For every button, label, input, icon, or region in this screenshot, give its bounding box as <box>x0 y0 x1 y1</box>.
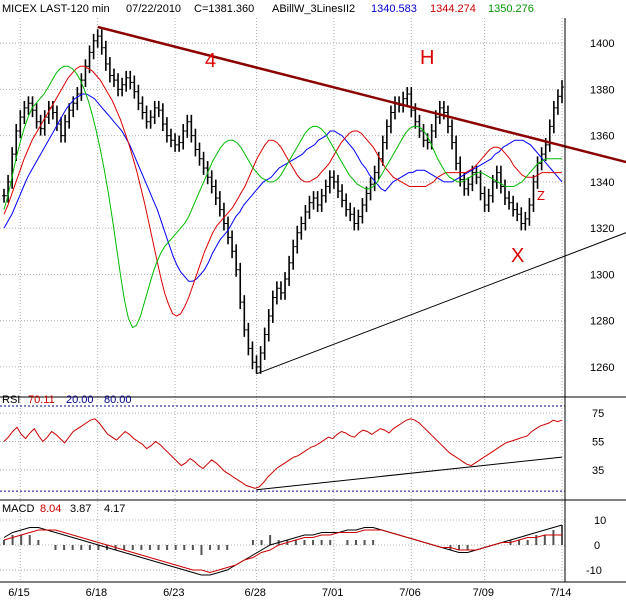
overlay-line-red <box>3 65 562 317</box>
y-tick-label: 1380 <box>590 84 614 96</box>
indicator-label: ABillW_3LinesII2 <box>272 3 355 15</box>
y-tick-label: 1300 <box>590 269 614 281</box>
support-trendline <box>256 232 626 375</box>
macd-tick-label: -10 <box>586 565 602 577</box>
rsi-level-high: 80.00 <box>104 394 132 406</box>
rsi-level-low: 20.00 <box>66 394 94 406</box>
annotation-h: H <box>420 47 434 69</box>
resistance-trendline <box>97 25 626 164</box>
overlay-line-green <box>3 65 562 329</box>
macd-tick-label: 10 <box>594 515 606 527</box>
macd-signal-line <box>3 529 562 574</box>
y-tick-label: 1320 <box>590 223 614 235</box>
overlay-line-blue <box>3 93 563 282</box>
x-tick-label: 7/06 <box>399 587 420 599</box>
y-tick-label: 1280 <box>590 316 614 328</box>
axes: 6/156/186/236/287/017/067/097/147/197/22… <box>0 18 626 599</box>
x-tick-label: 6/23 <box>163 587 184 599</box>
macd-tick-label: 0 <box>594 540 600 552</box>
close-label: C=1381.360 <box>194 3 254 15</box>
macd-panel <box>3 524 563 576</box>
annotation-x: X <box>511 245 524 267</box>
rsi-label: RSI <box>2 394 20 406</box>
rsi-tick-label: 35 <box>592 465 604 477</box>
rsi-trendline <box>256 456 563 491</box>
rsi-tick-label: 75 <box>592 408 604 420</box>
price-panel <box>2 25 626 375</box>
x-tick-label: 7/01 <box>322 587 343 599</box>
macd-line <box>3 524 563 576</box>
symbol-label: MICEX LAST-120 min <box>2 3 110 15</box>
date-label: 07/22/2010 <box>126 3 181 15</box>
rsi-line <box>3 418 563 489</box>
macd-hist-value: 4.17 <box>104 503 125 515</box>
x-tick-label: 7/09 <box>473 587 494 599</box>
rsi-tick-label: 55 <box>592 436 604 448</box>
chart-grid <box>0 18 565 580</box>
rsi-panel <box>0 405 565 492</box>
indicator-value-green: 1350.276 <box>488 3 534 15</box>
macd-signal-value: 3.87 <box>70 503 91 515</box>
indicator-value-red: 1344.274 <box>430 3 476 15</box>
macd-value: 8.04 <box>40 503 61 515</box>
x-tick-label: 6/18 <box>86 587 107 599</box>
y-tick-label: 1260 <box>590 362 614 374</box>
x-tick-label: 6/28 <box>245 587 266 599</box>
x-tick-label: 6/15 <box>8 587 29 599</box>
x-tick-label: 7/14 <box>550 587 571 599</box>
annotation-z: Z <box>537 188 545 203</box>
macd-label: MACD <box>2 503 34 515</box>
y-tick-label: 1400 <box>590 38 614 50</box>
y-tick-label: 1340 <box>590 177 614 189</box>
rsi-value: 70.11 <box>28 394 55 406</box>
annotation-4: 4 <box>205 50 216 72</box>
indicator-value-blue: 1340.583 <box>371 3 417 15</box>
y-tick-label: 1360 <box>590 131 614 143</box>
